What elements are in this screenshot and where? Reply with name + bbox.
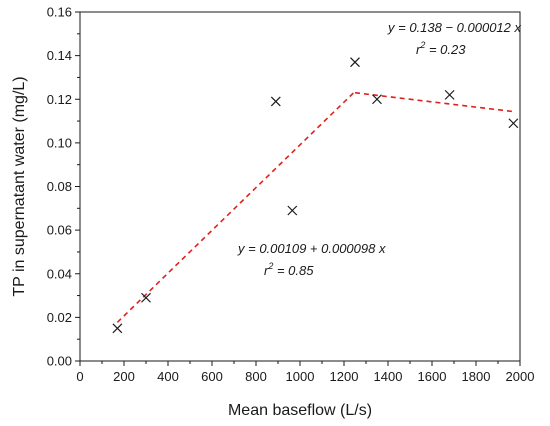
- y-tick-label: 0.08: [47, 179, 72, 194]
- x-tick-label: 800: [245, 369, 267, 384]
- r2-symbol: r: [416, 42, 421, 57]
- r2-symbol: r: [264, 263, 269, 278]
- x-tick-label: 1000: [286, 369, 315, 384]
- x-tick-label: 0: [76, 369, 83, 384]
- y-tick-label: 0.10: [47, 135, 72, 150]
- marker-stroke: [372, 94, 382, 105]
- r2-superscript: 2: [419, 40, 425, 50]
- x-tick-label: 600: [201, 369, 223, 384]
- r2-superscript: 2: [267, 261, 273, 271]
- data-point: [141, 292, 151, 303]
- x-tick-label: 1200: [330, 369, 359, 384]
- x-axis: 0 200 400 600 800 1000 1200 1400 1600 1800 2000: [76, 361, 534, 384]
- y-axis-title: TP in supernatant water (mg/L): [11, 76, 28, 296]
- data-point: [444, 89, 455, 100]
- marker-stroke: [287, 205, 298, 216]
- data-point: [270, 96, 281, 107]
- regression-line: [116, 90, 356, 323]
- marker-stroke: [112, 323, 123, 334]
- x-tick-label: 1400: [374, 369, 403, 384]
- y-tick-label: 0.04: [47, 266, 72, 281]
- marker-stroke: [444, 89, 455, 100]
- data-point: [112, 323, 123, 334]
- marker-stroke: [141, 292, 151, 303]
- data-point: [350, 57, 360, 68]
- x-tick-label: 1600: [418, 369, 447, 384]
- marker-stroke: [270, 96, 281, 107]
- regression-line: [354, 91, 514, 113]
- x-axis-title: Mean baseflow (L/s): [228, 402, 372, 419]
- x-tick-label: 400: [157, 369, 179, 384]
- y-tick-label: 0.12: [47, 92, 72, 107]
- fit-r2-upper: r2 = 0.23: [416, 40, 466, 57]
- y-tick-label: 0.02: [47, 310, 72, 325]
- x-tick-label: 1800: [462, 369, 491, 384]
- r2-value: = 0.85: [273, 263, 314, 278]
- y-axis: 0.00 0.02 0.04 0.06 0.08 0.10 0.12 0.14 0.16: [47, 5, 80, 369]
- x-tick-label: 200: [113, 369, 135, 384]
- fit-equation-upper: y = 0.138 − 0.000012 x: [387, 20, 521, 35]
- x-tick-label: 2000: [506, 369, 535, 384]
- data-point: [508, 118, 519, 129]
- data-points: [112, 57, 519, 334]
- plot-frame: [79, 11, 521, 362]
- data-point: [372, 94, 382, 105]
- y-tick-label: 0.00: [47, 354, 72, 369]
- y-tick-label: 0.16: [47, 5, 72, 20]
- fit-r2-lower: r2 = 0.85: [264, 261, 314, 278]
- y-tick-label: 0.06: [47, 223, 72, 238]
- marker-stroke: [508, 118, 519, 129]
- r2-value: = 0.23: [425, 42, 466, 57]
- fit-equation-lower: y = 0.00109 + 0.000098 x: [237, 241, 386, 256]
- fit-lines: [116, 90, 514, 323]
- data-point: [287, 205, 298, 216]
- y-tick-label: 0.14: [47, 48, 72, 63]
- marker-stroke: [350, 57, 360, 68]
